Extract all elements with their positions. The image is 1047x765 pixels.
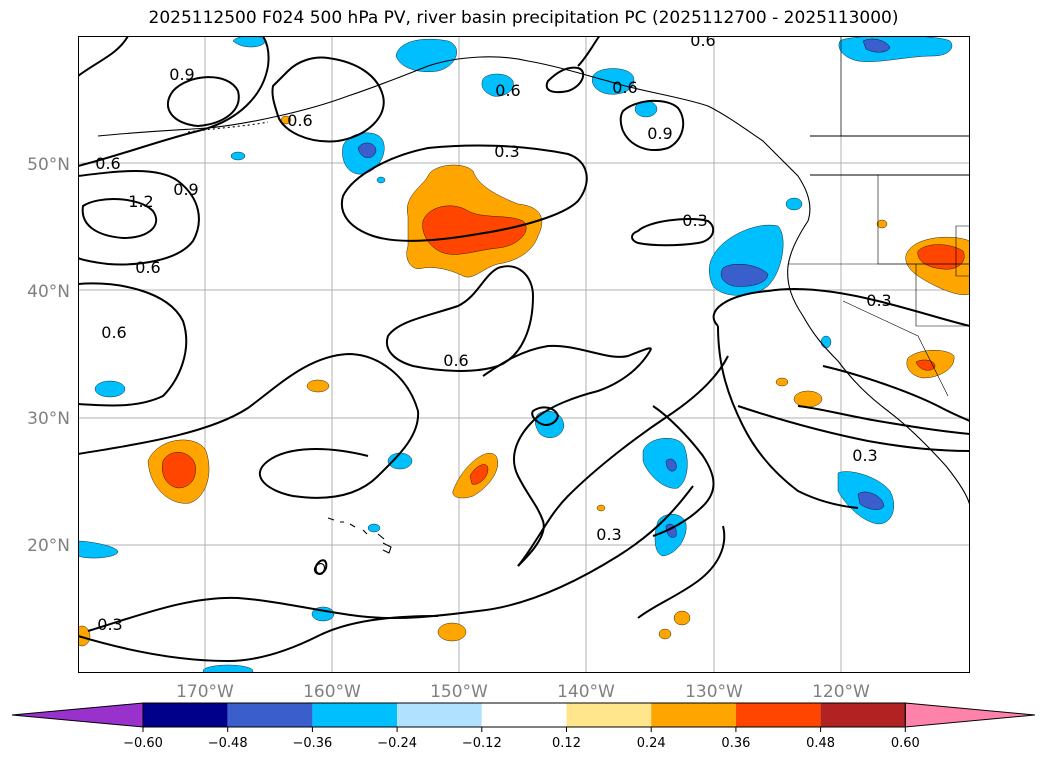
lat-tick-label: 40°N (27, 282, 70, 302)
colorbar-tick-label: −0.36 (292, 736, 332, 751)
precip-positive-region (596, 504, 606, 512)
contour-label: 0.3 (866, 291, 891, 310)
precip-negative-region-core (862, 38, 891, 53)
contour-label: 0.6 (443, 351, 468, 370)
lat-tick-label: 30°N (27, 409, 70, 429)
contour-label: 0.6 (287, 111, 312, 130)
colorbar-tick-label: 0.12 (552, 736, 581, 751)
contour-label: 0.3 (97, 615, 122, 634)
contour-label: 0.6 (495, 81, 520, 100)
colorbar-cell (312, 703, 398, 727)
colorbar-cell (651, 703, 736, 727)
precip-negative-region (367, 523, 381, 533)
precip-negative-region-core (857, 491, 885, 510)
colorbar-cell (735, 703, 821, 727)
precip-negative-region (481, 73, 514, 97)
lon-tick-label: 150°W (430, 682, 488, 702)
precip-positive-region (793, 390, 823, 408)
precip-negative-region (395, 38, 457, 72)
colorbar-outline (142, 702, 906, 728)
precip-negative-region (202, 664, 254, 673)
colorbar-tick-label: −0.24 (377, 736, 417, 751)
colorbar-tick-label: 0.36 (721, 736, 750, 751)
lon-tick-label: 130°W (685, 682, 743, 702)
precip-positive-region (306, 379, 330, 393)
contour-label: 0.3 (494, 142, 519, 161)
precip-negative-region (376, 176, 386, 184)
precip-negative-region (820, 335, 832, 349)
precip-negative-region-core (665, 458, 677, 472)
colorbar-tick-label: −0.60 (123, 736, 163, 751)
colorbar-tick-label: 0.60 (891, 736, 920, 751)
coastlines (97, 36, 970, 575)
precip-positive-region-core (915, 359, 936, 371)
colorbar: −0.60 −0.48 −0.36 −0.24 −0.12 0.12 0.24 0.36 0.4… (11, 702, 1036, 751)
contour-label: 0.3 (596, 525, 621, 544)
precip-negative-region-core (720, 263, 769, 287)
lat-tick-label: 50°N (27, 155, 70, 175)
colorbar-tick-label: −0.48 (208, 736, 248, 751)
precip-positive-region (673, 610, 691, 626)
contour-label: 0.6 (612, 78, 637, 97)
precip-positive-region-core (422, 205, 527, 255)
precip-shading (78, 36, 970, 673)
contour-label: 0.3 (852, 446, 877, 465)
contour-label: 0.9 (169, 65, 194, 84)
colorbar-cell (397, 703, 482, 727)
precip-positive-region-core (469, 464, 489, 485)
precip-positive-region (876, 219, 888, 229)
precip-positive-region-core (162, 452, 196, 489)
lon-tick-label: 160°W (303, 682, 361, 702)
lat-tick-label: 20°N (27, 536, 70, 556)
precip-positive-region-core (917, 244, 965, 270)
lon-tick-label: 120°W (812, 682, 870, 702)
lon-tick-label: 140°W (557, 682, 615, 702)
precip-negative-region (230, 151, 246, 161)
contour-label: 1.2 (128, 192, 153, 211)
map-title: 2025112500 F024 500 hPa PV, river basin … (148, 8, 899, 28)
colorbar-cell (227, 703, 313, 727)
precip-positive-region (78, 625, 91, 647)
lon-tick-label: 170°W (176, 682, 234, 702)
colorbar-cell (820, 703, 906, 727)
contour-label: 0.6 (95, 154, 120, 173)
precip-negative-region (592, 68, 635, 95)
precip-negative-region (642, 438, 688, 489)
contour-label: 0.9 (173, 180, 198, 199)
colorbar-cell (481, 703, 567, 727)
map-panel: 0.6 0.6 0.9 0.6 1.2 0.9 0.6 0.6 0.3 0.3 … (78, 36, 970, 673)
colorbar-cell (566, 703, 652, 727)
precip-positive-region (437, 622, 467, 642)
pv-contours (78, 36, 970, 663)
contour-label: 0.6 (101, 323, 126, 342)
colorbar-extend-low (11, 702, 144, 728)
precip-positive-region (658, 628, 672, 640)
colorbar-tick-label: 0.24 (637, 736, 666, 751)
colorbar-tick-label: −0.12 (462, 736, 502, 751)
precip-negative-region (94, 380, 126, 398)
contour-labels: 0.6 0.6 0.9 0.6 1.2 0.9 0.6 0.6 0.3 0.3 … (95, 36, 891, 634)
precip-positive-region (280, 115, 292, 125)
precip-negative-region-core (357, 142, 377, 158)
colorbar-cell (143, 703, 228, 727)
precip-negative-region (78, 540, 119, 559)
colorbar-tick-label: 0.48 (806, 736, 835, 751)
contour-label: 0.3 (682, 211, 707, 230)
contour-label: 0.9 (647, 124, 672, 143)
contour-label: 0.6 (690, 36, 715, 50)
colorbar-extend-high (904, 702, 1036, 728)
precip-negative-region (785, 197, 803, 211)
precip-positive-region (775, 377, 789, 387)
contour-label: 0.6 (135, 258, 160, 277)
